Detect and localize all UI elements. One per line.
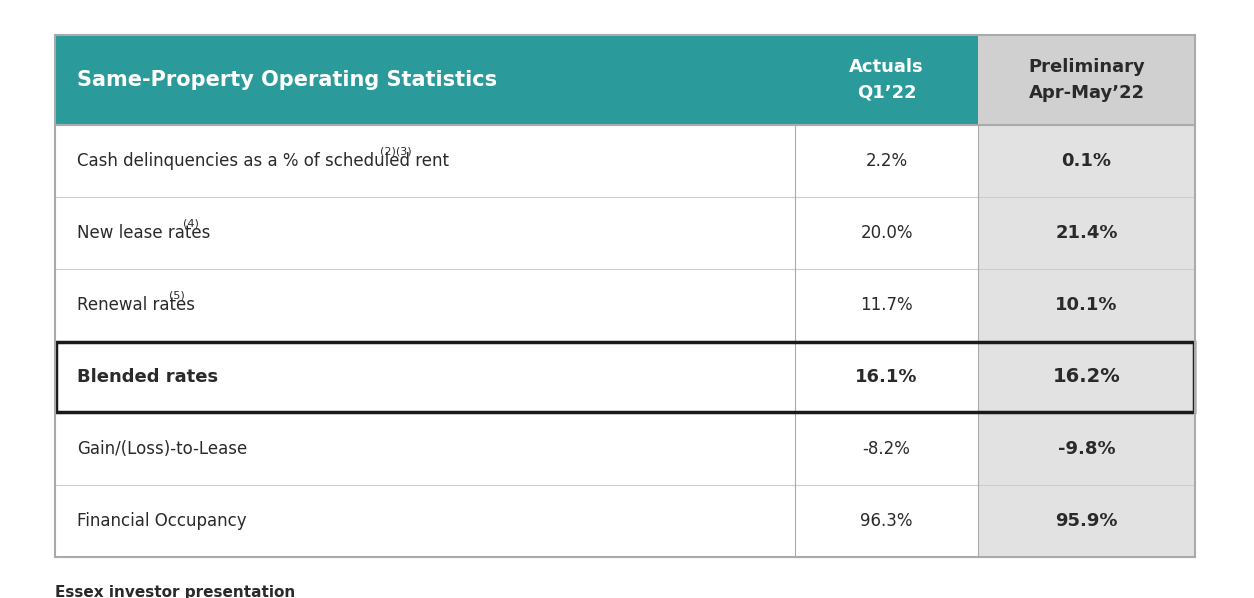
Bar [978, 341, 1195, 413]
Text: 96.3%: 96.3% [860, 512, 913, 530]
Text: (4): (4) [183, 218, 198, 228]
Bar [978, 125, 1195, 197]
Text: Financial Occupancy: Financial Occupancy [76, 512, 247, 530]
Bar [55, 35, 1195, 557]
Text: Cash delinquencies as a % of scheduled rent: Cash delinquencies as a % of scheduled r… [76, 152, 449, 170]
Text: (2)(3): (2)(3) [380, 146, 411, 156]
Text: -9.8%: -9.8% [1057, 440, 1115, 458]
Text: Preliminary
Apr-May’22: Preliminary Apr-May’22 [1028, 59, 1145, 102]
Text: 21.4%: 21.4% [1056, 224, 1117, 242]
Text: 0.1%: 0.1% [1061, 152, 1111, 170]
Text: Gain/(Loss)-to-Lease: Gain/(Loss)-to-Lease [76, 440, 247, 458]
Text: Blended rates: Blended rates [76, 368, 218, 386]
Text: 16.2%: 16.2% [1052, 368, 1120, 386]
Text: -8.2%: -8.2% [863, 440, 910, 458]
Text: (5): (5) [168, 290, 184, 300]
Text: Essex investor presentation: Essex investor presentation [55, 585, 295, 598]
Text: 10.1%: 10.1% [1056, 296, 1117, 314]
Text: Renewal rates: Renewal rates [76, 296, 196, 314]
Text: 16.1%: 16.1% [855, 368, 918, 386]
Text: Same-Property Operating Statistics: Same-Property Operating Statistics [76, 70, 497, 90]
Bar [55, 35, 978, 125]
Text: 95.9%: 95.9% [1056, 512, 1117, 530]
Text: 2.2%: 2.2% [865, 152, 908, 170]
Text: Actuals
Q1’22: Actuals Q1’22 [849, 59, 924, 102]
Bar [978, 269, 1195, 341]
Bar [978, 35, 1195, 125]
Bar [978, 197, 1195, 269]
Bar [56, 342, 1194, 412]
Bar [978, 413, 1195, 485]
Text: 11.7%: 11.7% [860, 296, 913, 314]
Text: 20.0%: 20.0% [860, 224, 913, 242]
Text: New lease rates: New lease rates [76, 224, 211, 242]
Bar [978, 485, 1195, 557]
